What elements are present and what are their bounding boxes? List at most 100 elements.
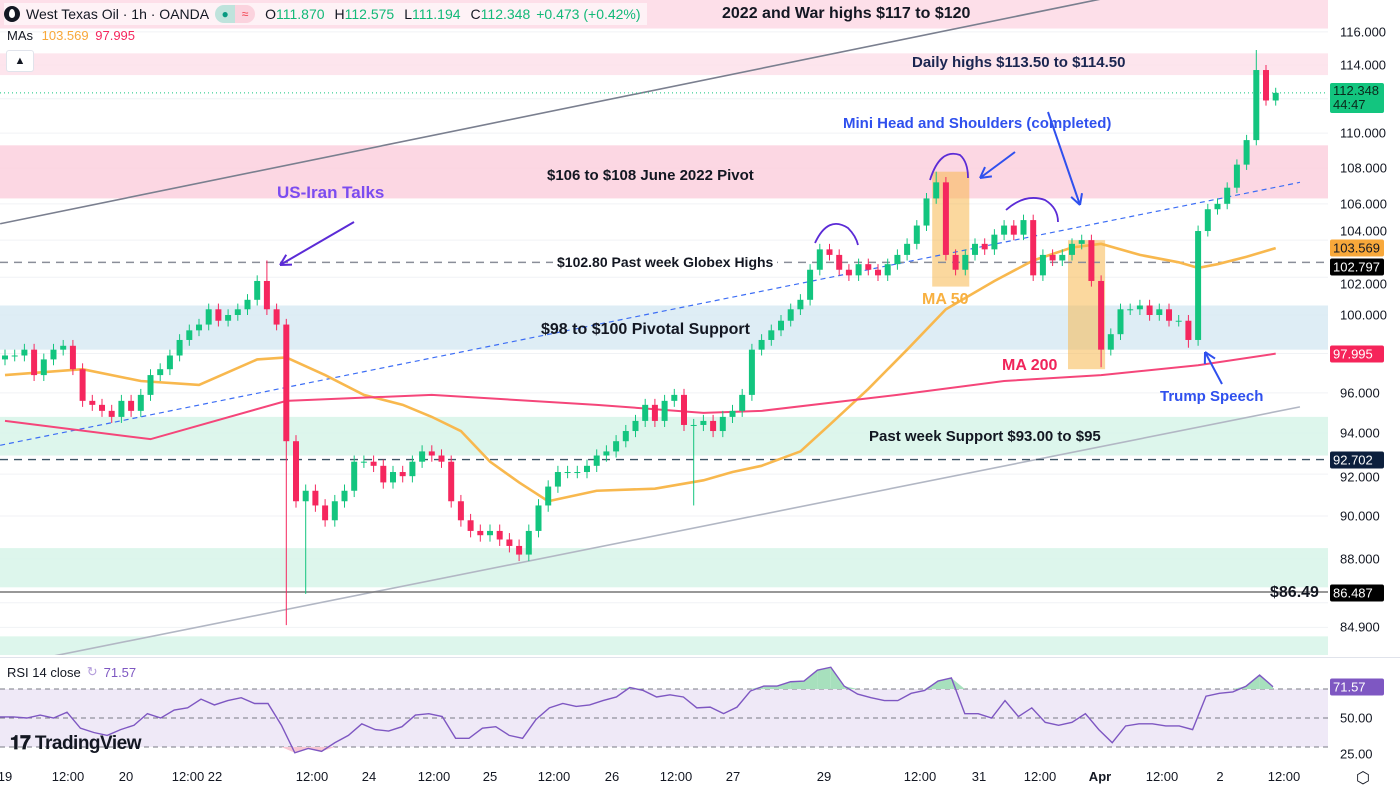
candle bbox=[778, 315, 784, 337]
candle bbox=[1069, 238, 1075, 261]
market-status-pill[interactable]: ● ≈ bbox=[215, 5, 256, 23]
settings-gear-icon[interactable]: ⬡ bbox=[1356, 770, 1370, 787]
candle-body bbox=[836, 254, 843, 270]
annotation-trump-speech: Trump Speech bbox=[1160, 388, 1264, 405]
market-open-dot-icon: ● bbox=[215, 5, 236, 23]
mas-label: MAs bbox=[7, 28, 33, 43]
candle-body bbox=[176, 339, 183, 356]
candle bbox=[312, 484, 319, 512]
candle-body bbox=[128, 400, 135, 411]
ma-legend[interactable]: MAs 103.569 97.995 bbox=[7, 28, 135, 43]
price-tick: 102.000 bbox=[1340, 276, 1387, 292]
candle bbox=[79, 363, 86, 407]
candle bbox=[99, 398, 105, 417]
candle bbox=[632, 414, 639, 438]
candle bbox=[564, 465, 571, 479]
candle bbox=[399, 465, 406, 483]
time-tick: 12:00 bbox=[1145, 769, 1179, 784]
candle-body bbox=[942, 182, 949, 255]
candle bbox=[283, 318, 290, 626]
candle-body bbox=[855, 264, 862, 276]
ma50-badge: 103.569 bbox=[1330, 239, 1384, 257]
high-value: 112.575 bbox=[344, 6, 395, 22]
rsi-overbought-fill bbox=[804, 670, 818, 689]
candle-body bbox=[477, 530, 484, 536]
candle bbox=[875, 264, 881, 281]
symbol-legend[interactable]: West Texas Oil · 1h · OANDA ● ≈ O111.870 … bbox=[4, 3, 647, 25]
candle bbox=[205, 303, 212, 331]
candle-body bbox=[351, 461, 358, 491]
candle bbox=[1204, 203, 1211, 237]
tradingview-logo[interactable]: 𝟏𝟕 TradingView bbox=[10, 733, 142, 755]
candle-body bbox=[467, 520, 474, 531]
price-zone bbox=[0, 636, 1328, 655]
candle bbox=[487, 524, 493, 542]
time-axis[interactable]: 19 12:00 20 12:00 22 12:00 24 12:00 25 12:00 26 12:… bbox=[0, 765, 1328, 791]
time-tick: 12:00 bbox=[417, 769, 451, 784]
time-tick: 26 bbox=[604, 769, 620, 784]
candle-body bbox=[31, 349, 38, 376]
rsi-pane[interactable] bbox=[0, 660, 1328, 765]
candle-body bbox=[1049, 254, 1056, 261]
time-tick: 31 bbox=[971, 769, 987, 784]
candle bbox=[11, 349, 18, 362]
candle-body bbox=[845, 269, 852, 276]
candle-body bbox=[729, 410, 736, 417]
candle bbox=[1146, 299, 1153, 321]
candle-body bbox=[428, 451, 435, 456]
candle bbox=[661, 394, 668, 427]
time-tick: 22 bbox=[207, 769, 223, 784]
open-label: O bbox=[265, 6, 276, 22]
annotation-week-support: Past week Support $93.00 to $95 bbox=[869, 428, 1101, 445]
time-tick: Apr bbox=[1088, 769, 1112, 784]
candle-body bbox=[215, 309, 222, 321]
pane-separator[interactable] bbox=[0, 657, 1400, 658]
candle bbox=[360, 455, 367, 468]
time-tick: 20 bbox=[118, 769, 134, 784]
symbol-title[interactable]: West Texas Oil · 1h · OANDA bbox=[26, 6, 210, 22]
candle bbox=[1272, 87, 1279, 106]
rsi-badge: 71.57 bbox=[1330, 678, 1384, 696]
annotation-globex-highs: $102.80 Past week Globex Highs bbox=[553, 254, 778, 270]
candle-body bbox=[787, 309, 794, 321]
candle bbox=[380, 459, 387, 489]
candle-body bbox=[778, 320, 784, 331]
candle-body bbox=[60, 345, 67, 350]
candle-body bbox=[884, 264, 891, 276]
price-axis[interactable]: 116.000 114.000 110.000 108.000 106.000 104.0… bbox=[1328, 0, 1400, 791]
candle bbox=[787, 303, 794, 327]
candle-body bbox=[516, 545, 523, 555]
candle bbox=[1001, 220, 1008, 241]
candle bbox=[147, 369, 154, 401]
collapse-legend-button[interactable]: ▲ bbox=[6, 50, 34, 72]
candle bbox=[681, 388, 687, 432]
candle bbox=[1136, 299, 1143, 316]
candle bbox=[225, 309, 232, 327]
candle-body bbox=[739, 394, 746, 411]
high-label: H bbox=[334, 6, 345, 22]
candle bbox=[273, 303, 280, 331]
candle-body bbox=[564, 472, 571, 474]
time-tick: 12:00 bbox=[903, 769, 937, 784]
rsi-legend[interactable]: RSI 14 close ↻ 71.57 bbox=[7, 664, 136, 680]
candle-body bbox=[1078, 240, 1085, 244]
candle-body bbox=[186, 330, 193, 340]
candle bbox=[1166, 303, 1172, 327]
candle-body bbox=[360, 461, 367, 463]
candle bbox=[554, 465, 561, 493]
support-level-badge: 92.702 bbox=[1330, 451, 1384, 469]
price-tick: 92.000 bbox=[1340, 469, 1380, 485]
candle bbox=[923, 193, 930, 232]
candle-body bbox=[1204, 209, 1211, 232]
candle bbox=[603, 445, 610, 462]
candle-body bbox=[1185, 320, 1192, 340]
price-zone bbox=[0, 145, 1328, 199]
candle bbox=[913, 220, 920, 250]
bar-countdown: 44:47 bbox=[1333, 97, 1366, 112]
candle-body bbox=[1156, 309, 1163, 316]
candle bbox=[865, 258, 872, 276]
candle bbox=[118, 394, 125, 423]
candle-body bbox=[322, 505, 329, 521]
candle bbox=[816, 243, 823, 276]
arrow-head-icon bbox=[1079, 193, 1083, 206]
